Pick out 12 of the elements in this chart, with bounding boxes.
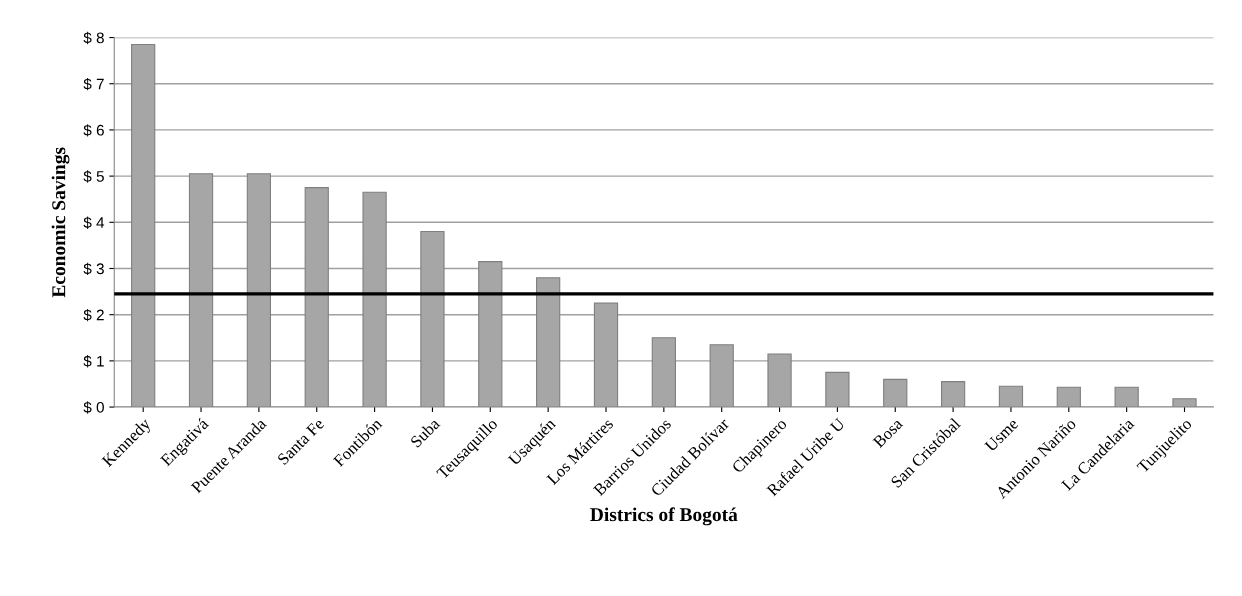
y-tick-label: $ 2: [83, 308, 104, 322]
y-tick-label: $ 4: [83, 216, 105, 229]
x-tick-label: Bosa: [872, 417, 904, 449]
x-axis-title: Districs of Bogotá: [590, 507, 738, 526]
y-tick-label: $ 0: [83, 401, 104, 414]
y-tick-label: $ 8: [83, 31, 104, 45]
y-tick-label: $ 6: [83, 124, 104, 137]
y-tick-label: $ 3: [83, 262, 104, 276]
y-axis-title: Economic Savings: [51, 147, 70, 298]
y-tick-label: $ 1: [83, 355, 104, 368]
y-tick-label: $ 7: [83, 77, 104, 91]
y-tick-label: $ 5: [83, 170, 104, 183]
